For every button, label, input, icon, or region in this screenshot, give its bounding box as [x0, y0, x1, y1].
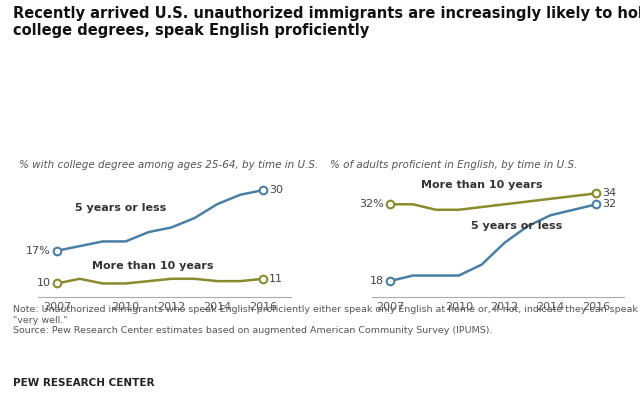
Text: % with college degree among ages 25-64, by time in U.S.: % with college degree among ages 25-64, …: [19, 160, 319, 169]
Text: 5 years or less: 5 years or less: [76, 203, 166, 213]
Text: More than 10 years: More than 10 years: [92, 260, 214, 271]
Text: 32: 32: [602, 199, 616, 209]
Text: 11: 11: [269, 274, 283, 284]
Text: Recently arrived U.S. unauthorized immigrants are increasingly likely to hold
co: Recently arrived U.S. unauthorized immig…: [13, 6, 640, 38]
Text: PEW RESEARCH CENTER: PEW RESEARCH CENTER: [13, 378, 154, 388]
Text: 34: 34: [602, 188, 616, 198]
Text: Note: Unauthorized immigrants who speak English proficiently either speak only E: Note: Unauthorized immigrants who speak …: [13, 305, 640, 335]
Text: 32%: 32%: [360, 199, 384, 209]
Text: More than 10 years: More than 10 years: [421, 180, 543, 190]
Text: 17%: 17%: [26, 246, 51, 256]
Text: 10: 10: [37, 279, 51, 288]
Text: 30: 30: [269, 185, 283, 195]
Text: 18: 18: [370, 276, 384, 286]
Text: 5 years or less: 5 years or less: [470, 221, 562, 231]
Text: % of adults proficient in English, by time in U.S.: % of adults proficient in English, by ti…: [330, 160, 577, 169]
